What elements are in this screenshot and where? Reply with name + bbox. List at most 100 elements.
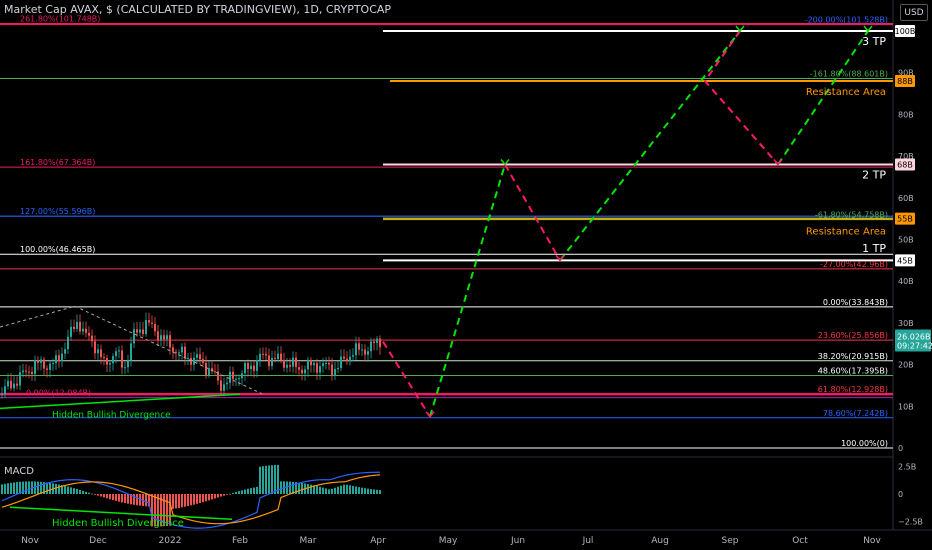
time-tick: Sep [722, 536, 739, 546]
currency-button[interactable]: USD [900, 4, 928, 21]
candle-body [346, 358, 348, 362]
macd-hist-bar [199, 494, 201, 504]
fib-label-right: 38.20%(20.915B) [818, 352, 888, 361]
candle-body [133, 329, 135, 344]
macd-hist-bar [346, 484, 348, 494]
candle-body [166, 335, 168, 340]
macd-hist-bar [253, 487, 255, 494]
candle-body [4, 386, 6, 395]
macd-hist-bar [40, 481, 42, 494]
candle-body [76, 321, 78, 330]
candle-body [109, 363, 111, 365]
macd-hist-bar [256, 486, 258, 494]
price-axis[interactable]: 0 10B 20B 30B 40B 50B 60B 70B 80B 90B 100B 88B 68B 55… [895, 25, 932, 453]
time-tick: Dec [89, 536, 106, 546]
candle-body [238, 378, 240, 380]
correction-path-2 [504, 163, 561, 261]
candle-body [40, 359, 42, 363]
time-tick: 2022 [159, 536, 182, 546]
macd-hist-bar [19, 481, 21, 494]
tp2-label: 2 TP [862, 168, 886, 181]
candle-body [241, 373, 243, 379]
macd-hist-bar [217, 494, 219, 498]
candles [1, 312, 381, 399]
candle-body [355, 343, 357, 356]
macd-hist-bar [343, 484, 345, 494]
time-tick: Nov [21, 536, 39, 546]
projection-path-2 [559, 30, 741, 261]
fib-label-right: -61.80%(54.758B) [815, 211, 888, 220]
macd-hist-bar [55, 483, 57, 494]
candle-body [13, 383, 15, 389]
candle-body [52, 363, 54, 365]
macd-hist-bar [97, 494, 99, 496]
horizontal-levels [0, 23, 893, 449]
macd-hist-bar [49, 482, 51, 494]
macd-hist-bar [145, 494, 147, 507]
macd-hist-bar [178, 494, 180, 508]
macd-hist-bar [43, 482, 45, 494]
candle-body [127, 360, 129, 368]
time-axis[interactable]: Nov Dec 2022 Feb Mar Apr May Jun Jul Aug Sep Oct Nov [21, 536, 881, 546]
candle-body [130, 343, 132, 361]
candle-body [379, 338, 381, 348]
price-tick: 50B [898, 236, 914, 245]
candle-body [67, 336, 69, 350]
price-tick: 40B [898, 277, 914, 286]
macd-hist-bar [172, 494, 174, 509]
macd-hist-bar [208, 494, 210, 501]
candle-body [181, 346, 183, 353]
macd-hist-bar [271, 465, 273, 494]
macd-tick: −2.5B [898, 518, 923, 527]
price-tick: 20B [898, 361, 914, 370]
fib-label-right: 61.80%(12.928B) [818, 385, 888, 394]
macd-pane: 2.5B 0 −2.5B [1, 463, 923, 529]
price-tag [895, 75, 915, 88]
macd-hist-bar [1, 484, 3, 494]
candle-body [142, 329, 144, 335]
path-marker [735, 25, 745, 33]
price-tag-label: 68B [897, 160, 913, 169]
macd-hist-bar [319, 486, 321, 494]
time-tick: Jul [582, 536, 594, 546]
macd-hist-bar [247, 488, 249, 494]
candle-body [187, 358, 189, 360]
macd-hist-bar [337, 486, 339, 494]
candle-body [229, 371, 231, 383]
candle-body [121, 350, 123, 368]
candle-body [292, 357, 294, 367]
candle-body [157, 331, 159, 341]
candle-body [253, 365, 255, 371]
candle-body [226, 382, 228, 385]
divergence-line-price [0, 393, 241, 410]
time-tick: Nov [863, 536, 881, 546]
resistance-label-2: Resistance Area [806, 227, 886, 238]
macd-hist-bar [61, 485, 63, 494]
macd-hist-bar [13, 482, 15, 494]
macd-hist-bar [358, 487, 360, 494]
macd-hist-bar [100, 494, 102, 497]
candle-body [304, 369, 306, 374]
price-tick: 10B [898, 402, 914, 411]
macd-hist-bar [124, 494, 126, 504]
candle-body [196, 354, 198, 358]
fib-label-left: 161.80%(67.364B) [20, 158, 95, 167]
macd-hist-bar [349, 485, 351, 494]
macd-hist-bar [70, 487, 72, 494]
macd-hist-bar [127, 494, 129, 504]
candle-body [49, 363, 51, 370]
macd-hist-bar [235, 491, 237, 494]
candle-body [376, 338, 378, 343]
macd-hist-bar [313, 485, 315, 494]
candle-body [16, 383, 18, 386]
macd-hist-bar [238, 491, 240, 494]
macd-hist-bar [325, 488, 327, 494]
current-price-tag [895, 329, 931, 352]
candle-body [1, 394, 3, 396]
macd-hist-bar [241, 490, 243, 494]
macd-hist-bar [94, 494, 96, 495]
time-tick: Apr [370, 536, 386, 546]
candle-body [274, 358, 276, 360]
candle-body [19, 372, 21, 386]
candle-body [97, 349, 99, 354]
